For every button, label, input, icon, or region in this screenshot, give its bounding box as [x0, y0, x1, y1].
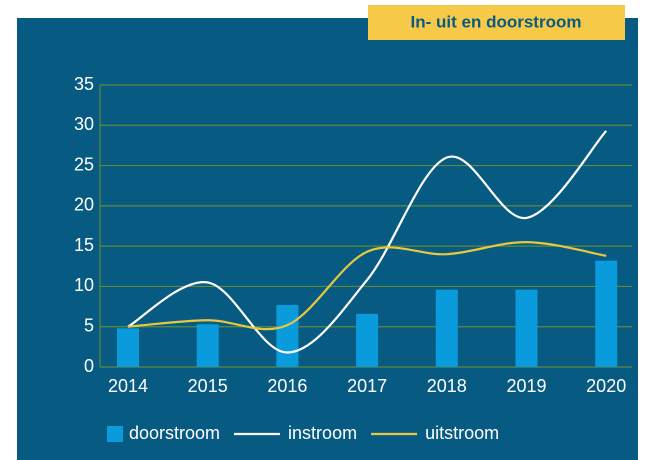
background: [17, 18, 638, 460]
x-tick-label: 2017: [347, 376, 387, 396]
y-tick-label: 35: [74, 74, 94, 94]
bar: [515, 289, 538, 367]
y-tick-label: 25: [74, 154, 94, 174]
y-tick-label: 30: [74, 114, 94, 134]
line: [127, 241, 607, 331]
y-tick-label: 5: [84, 315, 94, 335]
chart-title: In- uit en doorstroom: [411, 12, 582, 31]
x-tick-label: 2016: [267, 376, 307, 396]
title-box: [368, 5, 625, 40]
legend-label: instroom: [288, 423, 357, 443]
y-tick-label: 15: [74, 235, 94, 255]
bar: [196, 324, 219, 367]
y-tick-label: 10: [74, 275, 94, 295]
bar: [595, 260, 618, 367]
x-tick-label: 2020: [586, 376, 626, 396]
bar: [276, 304, 299, 367]
y-tick-label: 20: [74, 195, 94, 215]
line: [127, 130, 608, 354]
bar: [435, 289, 458, 367]
bar: [117, 328, 139, 367]
y-tick-label: 0: [84, 356, 94, 376]
legend-swatch: [107, 426, 123, 442]
legend-label: doorstroom: [129, 423, 220, 443]
legend-label: uitstroom: [425, 423, 499, 443]
x-tick-label: 2014: [108, 376, 148, 396]
x-tick-label: 2018: [427, 376, 467, 396]
bar: [356, 313, 379, 367]
x-tick-label: 2015: [188, 376, 228, 396]
x-tick-label: 2019: [506, 376, 546, 396]
